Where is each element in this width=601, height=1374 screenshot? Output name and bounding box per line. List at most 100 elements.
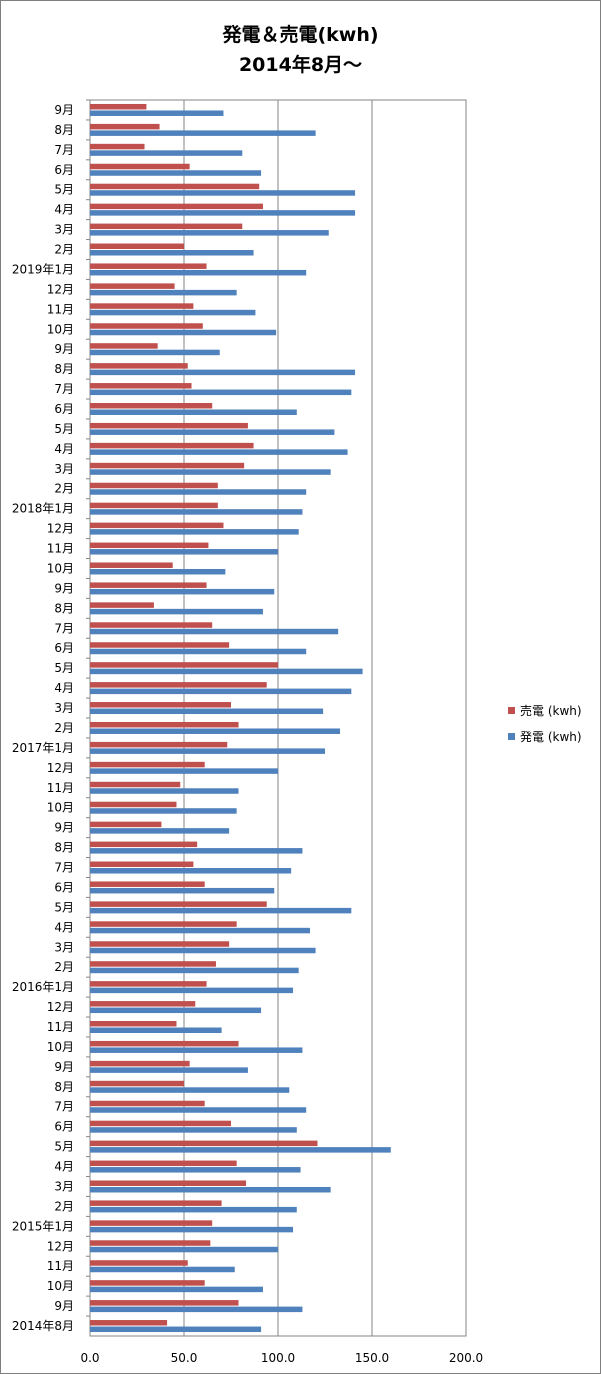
sell-bar [90,422,248,429]
gen-bar [90,1167,301,1173]
gen-bar [90,608,263,615]
gen-bar [90,110,224,116]
category-label: 9月 [54,821,74,835]
sell-bar [90,1120,231,1127]
gen-bar [90,668,363,675]
sell-bar [90,442,254,449]
sell-bar [90,801,177,808]
gen-bar [90,1047,303,1053]
category-label: 5月 [54,1140,74,1154]
x-tick-label: 50.0 [171,1351,198,1365]
category-label: 2月 [54,482,74,496]
gen-bar [90,1107,307,1113]
category-label: 7月 [54,1100,74,1114]
gen-bar [90,1067,248,1073]
x-tick-label: 150.0 [355,1351,389,1365]
category-label: 11月 [47,1259,74,1273]
sell-bar [90,1200,222,1206]
legend-swatch [508,733,515,740]
category-label: 4月 [54,681,74,695]
gen-bar [90,150,243,156]
sell-bar [90,403,213,409]
category-label: 5月 [54,900,74,914]
gen-bar [90,269,307,276]
gen-bar [90,529,299,535]
sell-bar [90,283,175,289]
category-label: 6月 [54,1120,74,1134]
gen-bar [90,329,277,336]
gen-bar [90,748,325,754]
sell-bar [90,901,267,907]
gen-bar [90,1206,297,1213]
gen-bar [90,489,307,495]
category-label: 10月 [47,322,74,336]
sell-bar [90,1320,168,1326]
sell-bar [90,881,205,887]
category-label: 4月 [54,442,74,456]
sell-bar [90,741,228,748]
gen-bar [90,309,256,316]
sell-bar [90,1260,188,1266]
gen-bar [90,768,278,774]
category-label: 5月 [54,661,74,675]
sell-bar [90,163,190,170]
category-label: 7月 [54,861,74,875]
category-label: 11月 [47,1020,74,1034]
category-label: 8月 [54,601,74,615]
gen-bar [90,1127,297,1133]
legend-label: 売電 (kwh) [520,703,582,718]
sell-bar [90,941,230,947]
category-label: 2016年1月 [12,980,74,994]
category-label: 6月 [54,163,74,177]
category-label: 12月 [47,761,74,775]
sell-bar [90,981,207,987]
sell-bar [90,383,192,389]
category-label: 10月 [47,1040,74,1054]
x-tick-label: 100.0 [261,1351,295,1365]
sell-bar [90,961,216,967]
category-label: 7月 [54,621,74,635]
category-label: 2月 [54,960,74,974]
gen-bar [90,429,335,435]
gen-bar [90,1266,235,1273]
sell-bar [90,841,198,848]
sell-bar [90,462,245,469]
category-label: 9月 [54,1299,74,1313]
gen-bar [90,788,239,794]
gen-bar [90,1326,262,1333]
category-label: 2月 [54,721,74,735]
category-label: 4月 [54,1160,74,1174]
sell-bar [90,761,205,768]
category-label: 8月 [54,362,74,376]
category-label: 12月 [47,522,74,536]
sell-bar [90,562,173,568]
x-tick-label: 0.0 [80,1351,99,1365]
gen-bar [90,409,297,415]
gen-bar [90,549,278,555]
gen-bar [90,210,356,216]
sell-bar [90,781,181,788]
gen-bar [90,728,341,734]
category-label: 11月 [47,542,74,556]
sell-bar [90,1140,318,1147]
sell-bar [90,1100,205,1107]
gen-bar [90,628,339,635]
sell-bar [90,183,260,190]
sell-bar [90,821,162,828]
gen-bar [90,509,303,515]
gen-bar [90,1246,278,1253]
category-label: 3月 [54,462,74,476]
gen-bar [90,389,352,396]
sell-bar [90,921,237,927]
sell-bar [90,482,218,489]
category-label: 9月 [54,581,74,595]
gen-bar [90,449,348,455]
sell-bar [90,1280,205,1286]
gen-bar [90,887,275,894]
sell-bar [90,1240,211,1246]
sell-bar [90,582,207,588]
category-label: 6月 [54,641,74,655]
category-label: 4月 [54,203,74,217]
gen-bar [90,1087,290,1093]
sell-bar [90,1220,213,1226]
